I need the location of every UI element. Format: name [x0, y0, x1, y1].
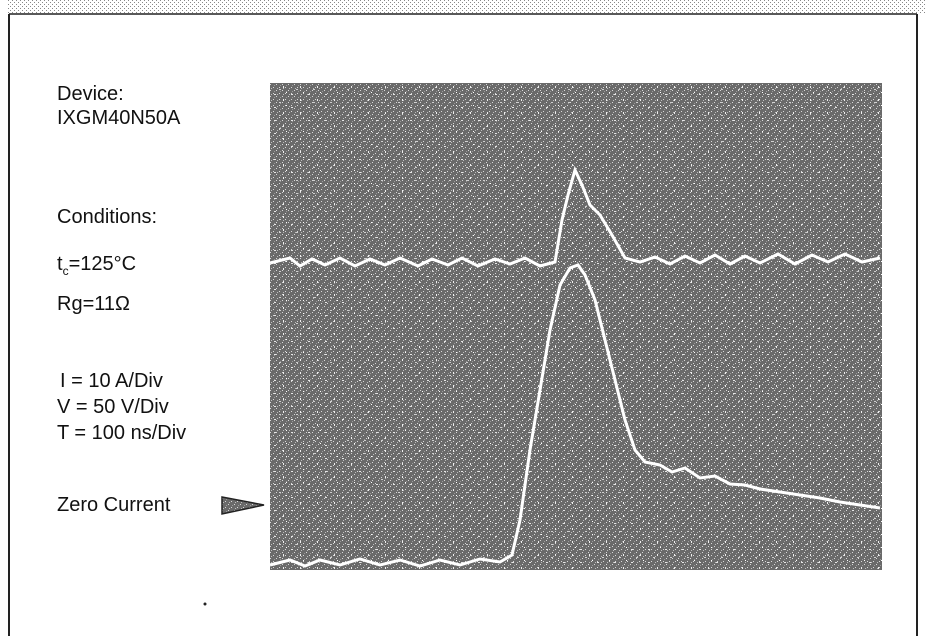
temperature-condition: tc=125°C: [57, 253, 136, 278]
stray-dot: [204, 603, 207, 606]
gate-resistance: Rg=11Ω: [57, 293, 130, 315]
scope-screen: [270, 83, 882, 570]
screen-noise: [270, 83, 882, 570]
current-scale: I = 10 A/Div: [60, 370, 163, 392]
device-name: IXGM40N50A: [57, 107, 181, 129]
time-scale: T = 100 ns/Div: [57, 422, 186, 444]
device-label: Device:: [57, 83, 124, 105]
zero-current-arrow: [222, 497, 264, 514]
figure: Device: IXGM40N50A Conditions: tc=125°C …: [0, 0, 925, 636]
conditions-label: Conditions:: [57, 206, 157, 228]
top-band: [8, 0, 925, 14]
zero-current-label: Zero Current: [57, 494, 171, 516]
temperature-value: =125°C: [69, 253, 137, 275]
voltage-scale: V = 50 V/Div: [57, 396, 169, 418]
